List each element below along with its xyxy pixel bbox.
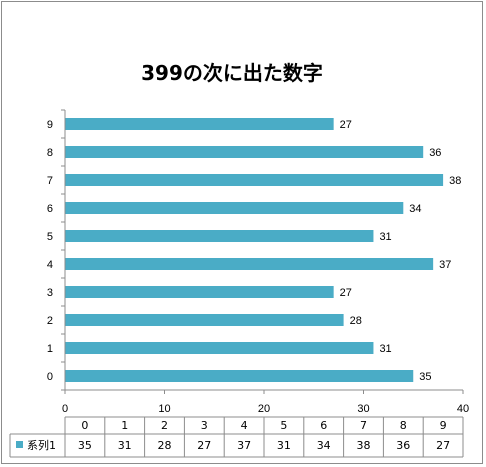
data-label-3: 27	[340, 287, 352, 299]
table-value-cell: 34	[317, 439, 331, 452]
table-value-cell: 38	[357, 439, 371, 452]
x-tick-label: 20	[258, 403, 270, 415]
table-header-cell: 9	[440, 419, 447, 432]
bar-4	[65, 258, 434, 270]
table-value-cell: 27	[436, 439, 450, 452]
bar-8	[65, 146, 424, 158]
category-label-2: 2	[47, 315, 53, 327]
category-label-6: 6	[47, 203, 53, 215]
data-label-4: 37	[439, 259, 451, 271]
data-label-7: 38	[449, 175, 461, 187]
table-header-cell: 4	[241, 419, 248, 432]
data-label-2: 28	[350, 315, 362, 327]
category-label-4: 4	[47, 259, 53, 271]
table-header-cell: 6	[320, 419, 327, 432]
data-label-6: 34	[409, 203, 421, 215]
bar-7	[65, 174, 444, 186]
table-header-cell: 5	[280, 419, 287, 432]
chart-title: 399の次に出た数字	[141, 61, 323, 85]
table-value-cell: 31	[277, 439, 291, 452]
table-header-cell: 3	[201, 419, 208, 432]
category-label-3: 3	[47, 287, 53, 299]
category-label-7: 7	[47, 175, 53, 187]
table-value-cell: 28	[158, 439, 172, 452]
bar-0	[65, 370, 414, 382]
x-tick-label: 30	[357, 403, 369, 415]
table-value-cell: 36	[396, 439, 410, 452]
x-tick-label: 40	[457, 403, 469, 415]
table-header-cell: 7	[360, 419, 367, 432]
data-table: 0 35 1 31 2 28 3 27 4 37 5 31 6 34 7 38 8 36 9 27 系列1	[9, 416, 464, 458]
bar-5	[65, 230, 374, 242]
x-tick-label: 10	[158, 403, 170, 415]
table-value-cell: 37	[237, 439, 251, 452]
bar-1	[65, 342, 374, 354]
data-label-9: 27	[340, 119, 352, 131]
series-name: 系列1	[27, 438, 56, 452]
category-label-1: 1	[47, 343, 53, 355]
bars: 35 31 28 27 37 31 34 38 36 27	[65, 118, 461, 383]
x-tick-label: 0	[62, 403, 68, 415]
data-label-8: 36	[429, 147, 441, 159]
data-label-0: 35	[419, 371, 431, 383]
category-label-0: 0	[47, 371, 53, 383]
data-label-5: 31	[379, 231, 391, 243]
table-value-cell: 31	[118, 439, 132, 452]
table-header-cell: 2	[161, 419, 168, 432]
legend-swatch	[16, 441, 23, 448]
table-header-cell: 0	[81, 419, 88, 432]
bar-2	[65, 314, 344, 326]
bar-6	[65, 202, 404, 214]
table-header-cell: 8	[400, 419, 407, 432]
table-value-cell: 27	[197, 439, 211, 452]
data-label-1: 31	[379, 343, 391, 355]
bar-9	[65, 118, 334, 130]
category-label-9: 9	[47, 119, 53, 131]
table-header-cell: 1	[121, 419, 128, 432]
category-label-5: 5	[47, 231, 53, 243]
table-value-cell: 35	[78, 439, 92, 452]
category-label-8: 8	[47, 147, 53, 159]
bar-3	[65, 286, 334, 298]
